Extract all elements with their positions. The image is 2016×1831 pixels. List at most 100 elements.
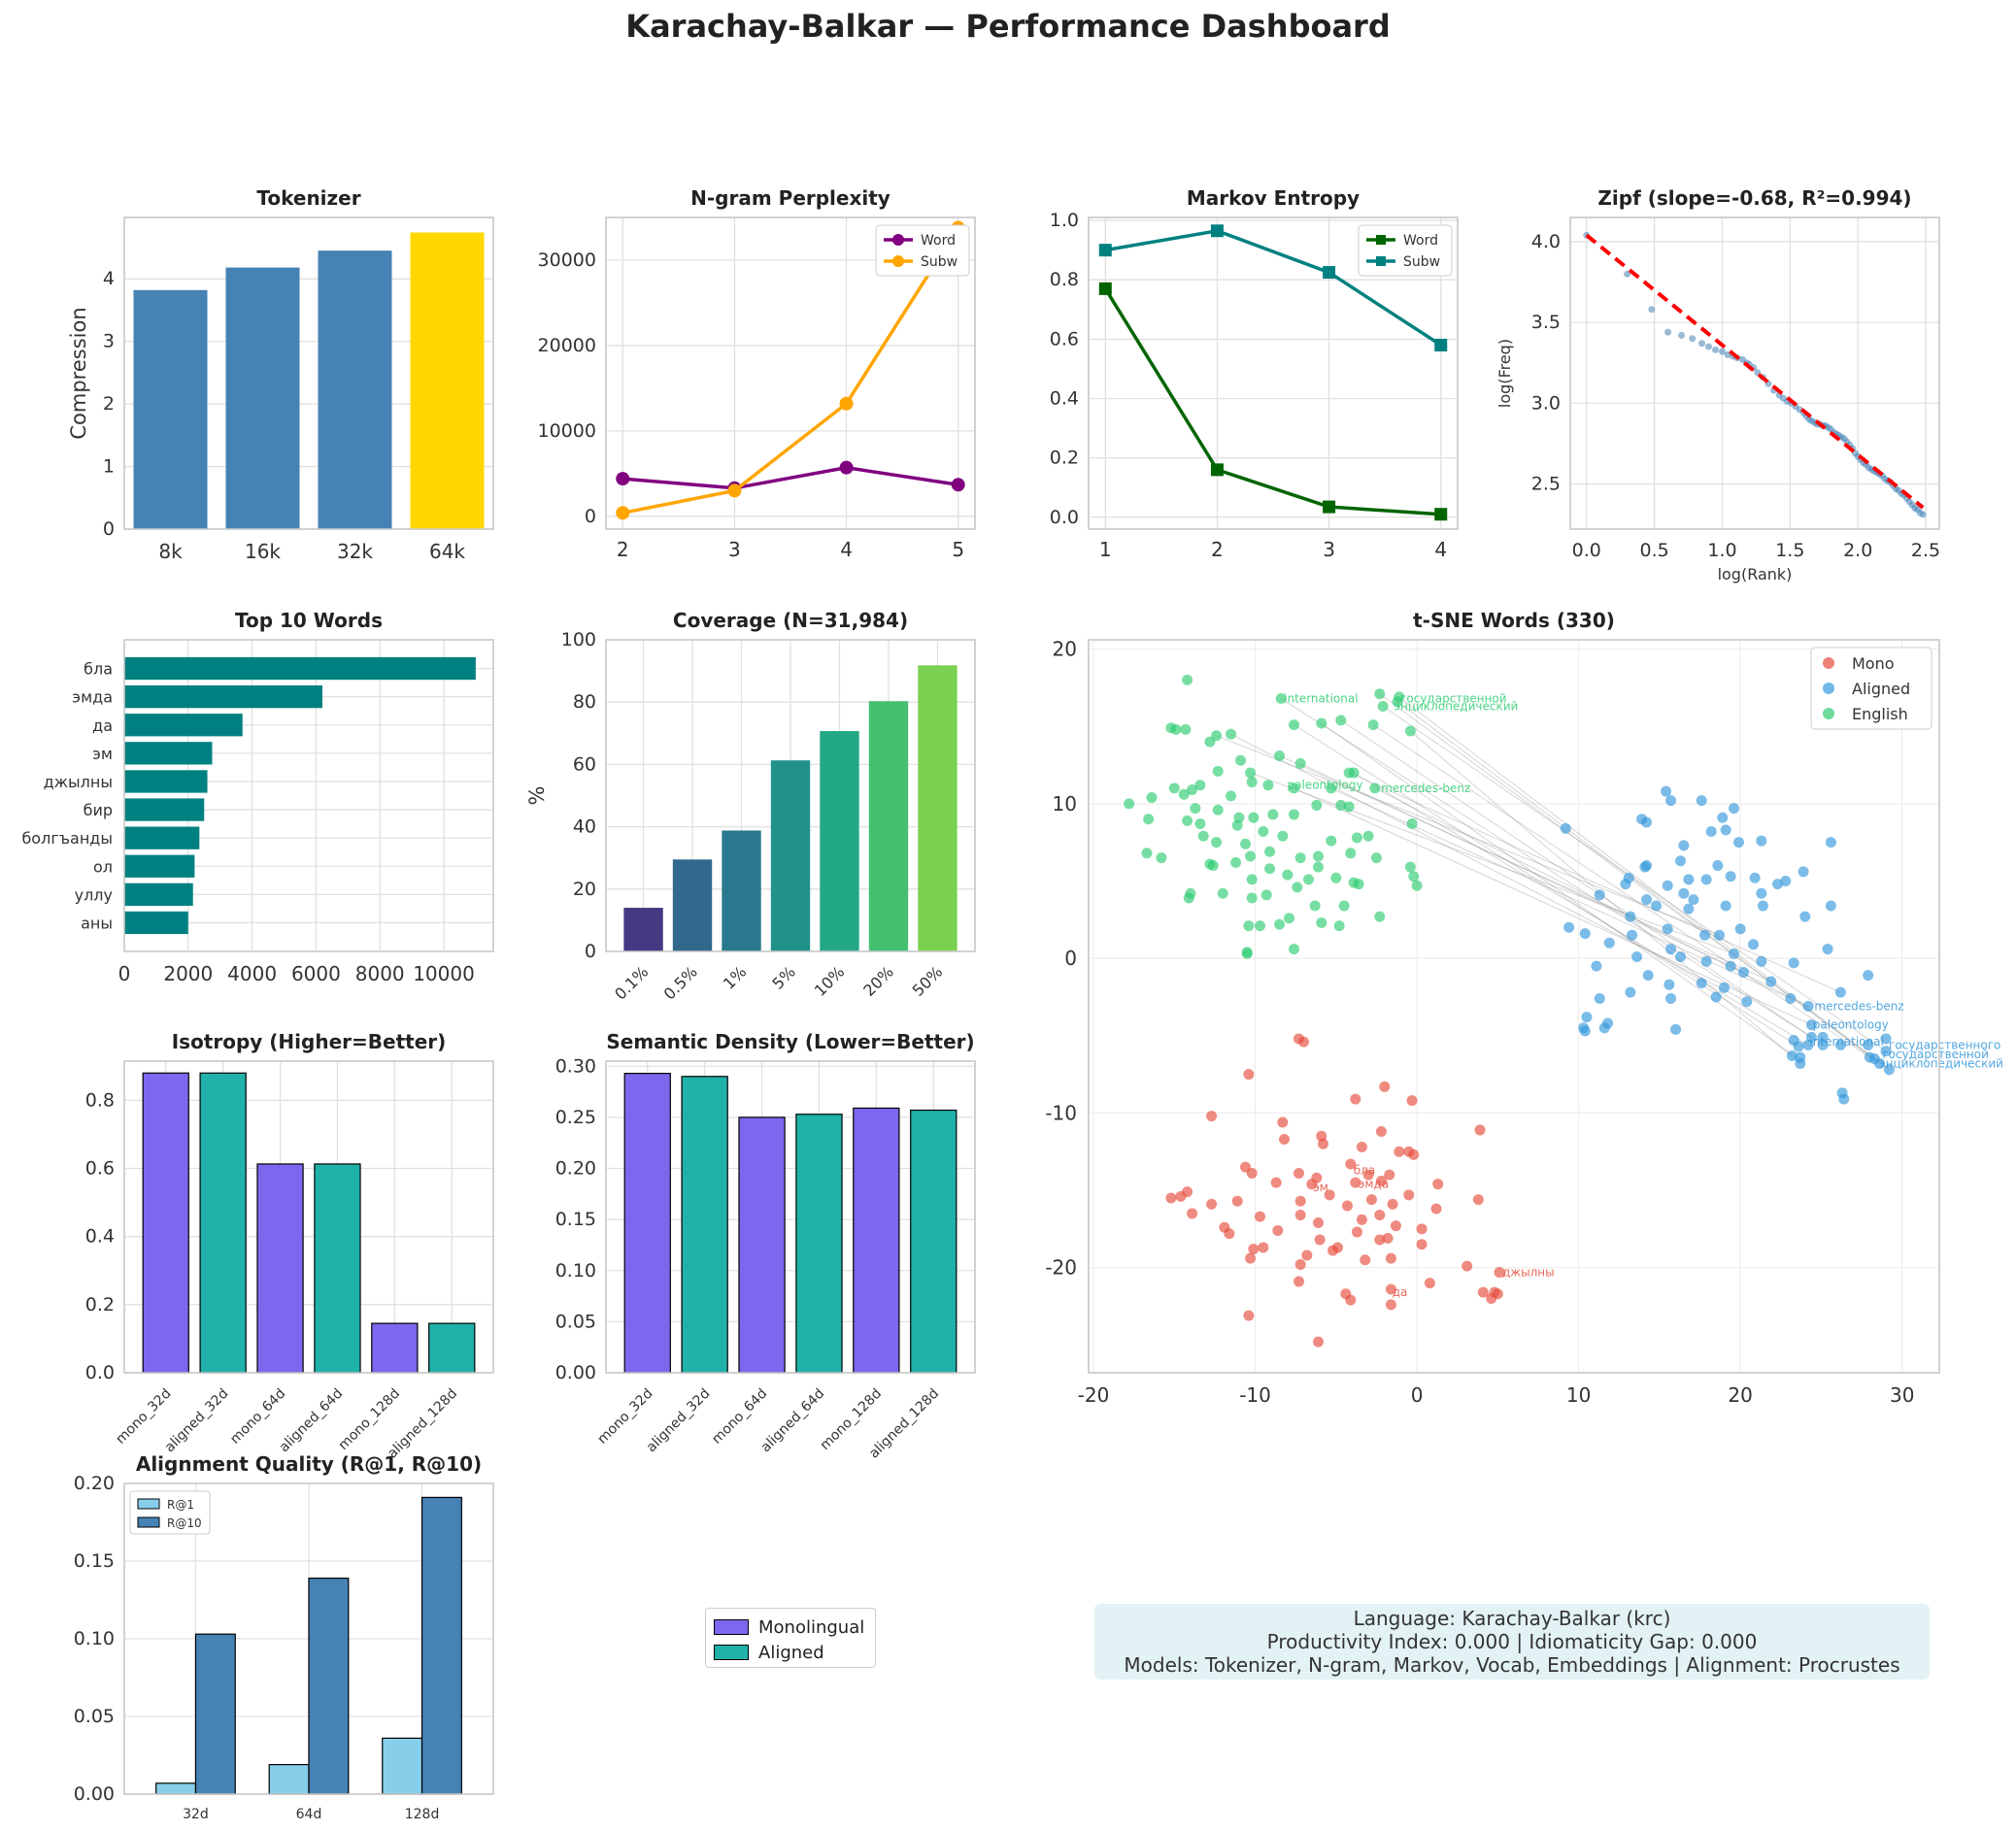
bar: [133, 289, 208, 529]
data-point: [1210, 224, 1224, 238]
x-tick-label: 0: [1411, 1383, 1424, 1407]
data-point: [1255, 1211, 1266, 1222]
pair-link: [1280, 698, 1812, 1038]
legend-swatch: [137, 1516, 160, 1528]
data-point: [1756, 955, 1767, 967]
data-point: [1705, 343, 1712, 350]
data-point: [1802, 1039, 1814, 1050]
x-tick-label: 32k: [337, 540, 373, 563]
y-tick-label: 0.4: [1050, 387, 1079, 409]
data-point: [1245, 1252, 1257, 1264]
bar: [124, 770, 208, 793]
x-tick-label: 1%: [720, 962, 750, 992]
pair-link: [1396, 701, 1880, 1064]
y-tick-label: 0.00: [555, 1362, 596, 1383]
data-point: [1603, 937, 1615, 949]
data-point: [1474, 1124, 1486, 1136]
markov-panel: Markov Entropy 0.0 0.2 0.4 0.6 0.8 1.0 1 2 3 4 Word…: [1050, 186, 1459, 561]
x-tick-label: 3: [1323, 538, 1335, 561]
data-point: [1182, 815, 1193, 826]
data-point: [1260, 889, 1272, 901]
legend-label: Word: [921, 233, 956, 249]
bar: [124, 656, 476, 681]
data-point: [1212, 804, 1224, 816]
data-point: [1385, 1252, 1396, 1264]
data-point: [616, 472, 630, 486]
data-point: [1834, 986, 1846, 998]
x-tick-label: 5: [952, 538, 964, 561]
x-tick-label: 0: [118, 962, 131, 985]
x-tick-label: 0.0: [1572, 540, 1601, 561]
data-point: [1880, 1033, 1892, 1045]
y-tick-label: 2.5: [1531, 473, 1561, 494]
x-tick-label: mono_64d: [227, 1386, 288, 1448]
info-indices: Productivity Index: 0.000 | Idiomaticity…: [1266, 1630, 1758, 1653]
data-point: [1678, 840, 1690, 851]
data-point: [1802, 1001, 1814, 1012]
data-point: [1098, 282, 1112, 295]
y-tick-label: 20000: [538, 335, 596, 356]
data-point: [1143, 814, 1155, 825]
data-point: [1863, 970, 1874, 982]
x-tick-label: 4: [840, 538, 853, 561]
data-point: [1217, 887, 1228, 899]
data-point: [1323, 266, 1336, 280]
y-tick-label: бир: [84, 801, 113, 819]
data-point: [1711, 346, 1719, 353]
data-point: [1799, 911, 1811, 922]
data-point: [1836, 1087, 1848, 1099]
y-tick-label: аны: [81, 914, 113, 932]
data-point: [1623, 872, 1634, 883]
legend-label: R@10: [167, 1516, 202, 1530]
bar: [199, 1072, 247, 1374]
x-tick-label: mono_64d: [709, 1386, 770, 1448]
legend-label-monolingual: Monolingual: [758, 1616, 865, 1638]
x-tick-label: 50%: [909, 962, 947, 1000]
pair-link: [1279, 755, 1772, 982]
data-point: [1353, 879, 1364, 890]
data-point: [1661, 785, 1672, 797]
data-point: [1579, 1025, 1591, 1037]
bar: [256, 1163, 304, 1374]
legend-marker: [892, 234, 904, 246]
x-tick-label: 6000: [291, 962, 341, 985]
bar: [124, 798, 205, 821]
y-tick-label: эм: [92, 745, 113, 763]
x-tick-label: 10: [1566, 1383, 1591, 1407]
data-point: [1243, 1310, 1255, 1321]
y-tick-label: 0.4: [85, 1226, 115, 1248]
point-label: энциклопедический: [1394, 699, 1518, 713]
series-line: [622, 226, 960, 516]
data-point: [1579, 928, 1591, 940]
data-point: [1683, 874, 1695, 885]
y-tick-label: -20: [1045, 1256, 1077, 1280]
point-label: да: [1393, 1285, 1408, 1299]
y-tick-label: 0.05: [74, 1706, 115, 1727]
bar: [623, 908, 663, 951]
embedding-legend: Monolingual Aligned: [705, 1608, 876, 1668]
data-point: [1182, 1186, 1193, 1198]
data-point: [1683, 903, 1695, 915]
data-point: [1180, 723, 1192, 735]
pair-link: [1374, 787, 1809, 1007]
data-point: [1306, 1179, 1318, 1190]
x-tick-label: 1.5: [1775, 540, 1804, 561]
data-point: [1323, 500, 1336, 514]
data-point: [1705, 826, 1717, 838]
ngram-panel: N-gram Perplexity 0 10000 20000 30000 2 3 4 5 Wor…: [538, 186, 976, 561]
info-box: Language: Karachay-Balkar (krc) Producti…: [1094, 1604, 1930, 1680]
data-point: [1370, 852, 1382, 864]
frame-border: [605, 216, 976, 530]
data-point: [1375, 1126, 1387, 1138]
data-point: [1210, 463, 1224, 477]
data-point: [1919, 511, 1927, 518]
y-tick-label: -10: [1045, 1101, 1077, 1124]
data-point: [1211, 837, 1223, 849]
y-tick-label: 0.6: [1050, 328, 1079, 350]
pair-link: [1299, 762, 1744, 973]
data-point: [1863, 1039, 1874, 1050]
data-point: [1625, 986, 1636, 998]
bar: [194, 1633, 236, 1795]
